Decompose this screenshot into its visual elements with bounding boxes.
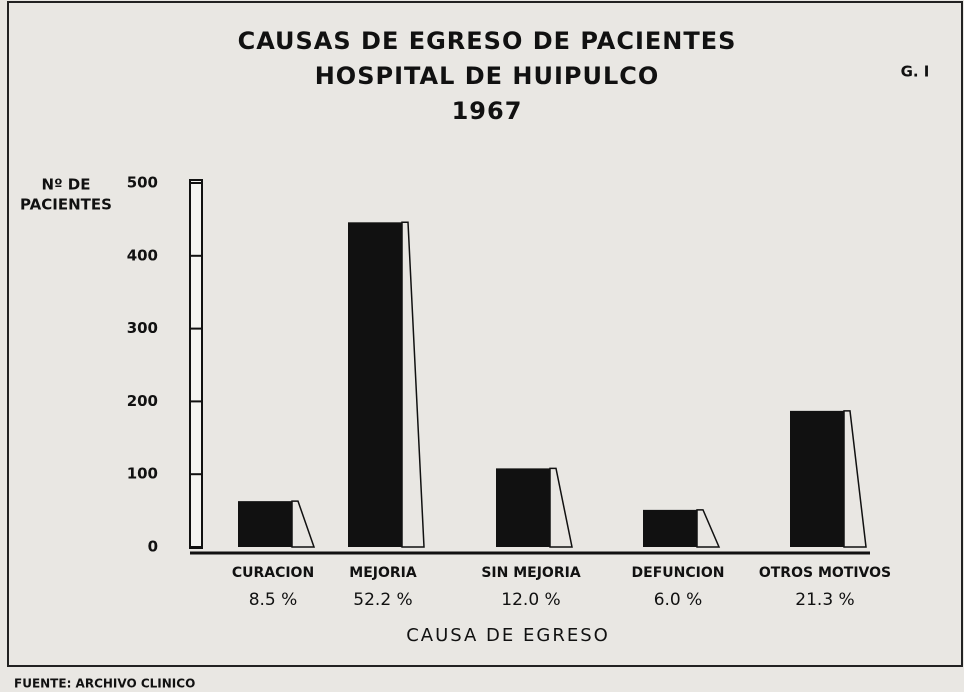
bar bbox=[238, 501, 292, 547]
x-axis-label: CAUSA DE EGRESO bbox=[406, 625, 610, 646]
x-tick-label: DEFUNCION bbox=[632, 565, 725, 581]
y-tick-label: 400 bbox=[127, 246, 158, 264]
frame bbox=[7, 1, 963, 667]
chart-title: HOSPITAL DE HUIPULCO bbox=[315, 62, 660, 90]
bar bbox=[643, 509, 697, 547]
figure-label: G. I bbox=[901, 63, 930, 81]
bar bbox=[790, 410, 844, 547]
y-axis-label: PACIENTES bbox=[20, 196, 112, 214]
x-tick-label: OTROS MOTIVOS bbox=[759, 565, 891, 581]
x-tick-label: MEJORIA bbox=[349, 565, 417, 581]
bar bbox=[496, 468, 550, 547]
category-note: 8.5 % bbox=[249, 590, 298, 610]
x-tick-label: SIN MEJORIA bbox=[481, 565, 580, 581]
bar bbox=[348, 222, 402, 547]
category-note: 12.0 % bbox=[501, 590, 560, 610]
axis-ruler bbox=[189, 179, 203, 549]
y-tick-label: 200 bbox=[127, 392, 158, 410]
y-tick-label: 100 bbox=[127, 465, 158, 483]
source: FUENTE: ARCHIVO CLINICO bbox=[14, 677, 195, 691]
category-note: 6.0 % bbox=[654, 590, 703, 610]
category-note: 21.3 % bbox=[795, 590, 854, 610]
chart-title: CAUSAS DE EGRESO DE PACIENTES bbox=[238, 27, 737, 55]
x-tick-label: CURACION bbox=[232, 565, 314, 581]
y-tick-label: 0 bbox=[148, 538, 158, 556]
y-axis-label: Nº DE bbox=[42, 176, 91, 194]
chart-title: 1967 bbox=[452, 97, 523, 125]
category-note: 52.2 % bbox=[353, 590, 412, 610]
y-tick-label: 500 bbox=[127, 174, 158, 192]
y-tick-label: 300 bbox=[127, 319, 158, 337]
